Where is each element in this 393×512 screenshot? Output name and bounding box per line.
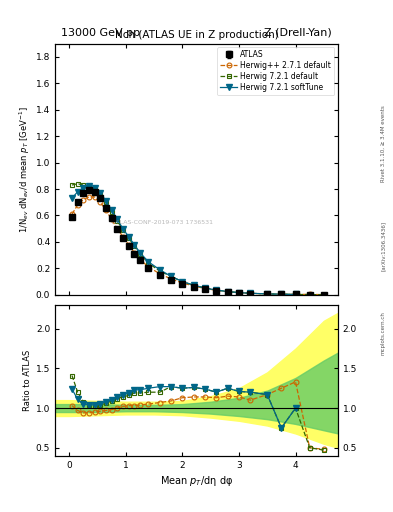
Herwig 7.2.1 default bbox=[237, 289, 241, 295]
Herwig 7.2.1 softTune bbox=[121, 226, 125, 232]
Herwig++ 2.7.1 default bbox=[225, 289, 230, 295]
Herwig 7.2.1 default bbox=[81, 182, 86, 188]
Herwig++ 2.7.1 default bbox=[214, 287, 219, 293]
Herwig 7.2.1 softTune bbox=[81, 185, 86, 191]
Herwig 7.2.1 softTune bbox=[237, 289, 241, 295]
Herwig 7.2.1 softTune bbox=[157, 267, 162, 273]
Herwig++ 2.7.1 default bbox=[265, 291, 270, 297]
Herwig++ 2.7.1 default bbox=[191, 283, 196, 289]
Herwig++ 2.7.1 default bbox=[81, 197, 86, 203]
Herwig 7.2.1 default bbox=[180, 279, 185, 285]
Herwig++ 2.7.1 default bbox=[237, 290, 241, 296]
Herwig++ 2.7.1 default bbox=[169, 276, 173, 282]
Herwig 7.2.1 default bbox=[321, 292, 326, 298]
Herwig++ 2.7.1 default bbox=[115, 226, 119, 232]
Line: Herwig 7.2.1 softTune: Herwig 7.2.1 softTune bbox=[69, 184, 298, 297]
Herwig 7.2.1 default bbox=[146, 260, 151, 266]
Herwig 7.2.1 softTune bbox=[248, 290, 253, 296]
Herwig 7.2.1 default bbox=[98, 191, 103, 198]
Herwig 7.2.1 default bbox=[92, 186, 97, 192]
Herwig 7.2.1 default bbox=[70, 182, 74, 188]
Herwig++ 2.7.1 default bbox=[321, 291, 326, 297]
Herwig 7.2.1 default bbox=[121, 227, 125, 233]
Herwig 7.2.1 softTune bbox=[265, 291, 270, 297]
Text: mcplots.cern.ch: mcplots.cern.ch bbox=[381, 311, 386, 355]
Herwig 7.2.1 softTune bbox=[104, 198, 108, 204]
Herwig 7.2.1 default bbox=[115, 218, 119, 224]
Herwig 7.2.1 default bbox=[214, 287, 219, 293]
Herwig 7.2.1 softTune bbox=[126, 233, 131, 240]
Herwig++ 2.7.1 default bbox=[138, 256, 142, 262]
Herwig++ 2.7.1 default bbox=[86, 194, 91, 200]
Herwig++ 2.7.1 default bbox=[126, 242, 131, 248]
Line: Herwig 7.2.1 default: Herwig 7.2.1 default bbox=[70, 181, 326, 297]
Herwig 7.2.1 softTune bbox=[293, 291, 298, 297]
Herwig 7.2.1 softTune bbox=[214, 287, 219, 293]
Herwig 7.2.1 softTune bbox=[86, 183, 91, 189]
Herwig++ 2.7.1 default bbox=[157, 271, 162, 277]
Herwig 7.2.1 default bbox=[109, 208, 114, 215]
Herwig 7.2.1 default bbox=[157, 268, 162, 274]
Herwig++ 2.7.1 default bbox=[293, 291, 298, 297]
Herwig 7.2.1 default bbox=[191, 282, 196, 288]
Text: Rivet 3.1.10, ≥ 3.4M events: Rivet 3.1.10, ≥ 3.4M events bbox=[381, 105, 386, 182]
Herwig++ 2.7.1 default bbox=[121, 233, 125, 240]
Herwig 7.2.1 softTune bbox=[146, 259, 151, 265]
Herwig 7.2.1 softTune bbox=[169, 273, 173, 280]
Herwig++ 2.7.1 default bbox=[146, 264, 151, 270]
Herwig++ 2.7.1 default bbox=[279, 291, 284, 297]
Herwig 7.2.1 default bbox=[225, 288, 230, 294]
Herwig++ 2.7.1 default bbox=[98, 199, 103, 205]
Herwig++ 2.7.1 default bbox=[180, 280, 185, 286]
Herwig++ 2.7.1 default bbox=[307, 291, 312, 297]
Herwig++ 2.7.1 default bbox=[75, 202, 80, 208]
Herwig 7.2.1 default bbox=[138, 251, 142, 257]
Y-axis label: 1/N$_{ev}$ dN$_{ev}$/d mean $p_T$ [GeV$^{-1}$]: 1/N$_{ev}$ dN$_{ev}$/d mean $p_T$ [GeV$^… bbox=[17, 106, 31, 232]
Herwig++ 2.7.1 default bbox=[70, 211, 74, 217]
Herwig 7.2.1 softTune bbox=[138, 249, 142, 255]
Herwig 7.2.1 softTune bbox=[203, 285, 208, 291]
Herwig 7.2.1 softTune bbox=[191, 282, 196, 288]
Line: Herwig++ 2.7.1 default: Herwig++ 2.7.1 default bbox=[70, 195, 326, 297]
Herwig 7.2.1 default bbox=[169, 273, 173, 280]
Herwig 7.2.1 default bbox=[126, 235, 131, 241]
Herwig++ 2.7.1 default bbox=[132, 249, 137, 255]
Herwig 7.2.1 softTune bbox=[70, 195, 74, 201]
Herwig 7.2.1 softTune bbox=[75, 188, 80, 195]
Herwig++ 2.7.1 default bbox=[248, 290, 253, 296]
Herwig 7.2.1 softTune bbox=[92, 185, 97, 191]
Text: ATLAS-CONF-2019-073 1736531: ATLAS-CONF-2019-073 1736531 bbox=[112, 221, 213, 225]
Herwig 7.2.1 default bbox=[75, 181, 80, 187]
Herwig 7.2.1 softTune bbox=[180, 279, 185, 285]
Herwig 7.2.1 default bbox=[203, 285, 208, 291]
Herwig 7.2.1 default bbox=[248, 290, 253, 296]
Herwig 7.2.1 default bbox=[132, 243, 137, 249]
Y-axis label: Ratio to ATLAS: Ratio to ATLAS bbox=[23, 350, 31, 411]
Text: 13000 GeV pp: 13000 GeV pp bbox=[61, 28, 140, 38]
Text: [arXiv:1306.3436]: [arXiv:1306.3436] bbox=[381, 221, 386, 271]
Herwig++ 2.7.1 default bbox=[92, 194, 97, 200]
X-axis label: Mean $p_T$/dη dφ: Mean $p_T$/dη dφ bbox=[160, 474, 233, 488]
Herwig 7.2.1 softTune bbox=[115, 217, 119, 223]
Herwig 7.2.1 default bbox=[307, 291, 312, 297]
Text: Z (Drell-Yan): Z (Drell-Yan) bbox=[264, 28, 332, 38]
Herwig 7.2.1 default bbox=[279, 291, 284, 297]
Title: Nch (ATLAS UE in Z production): Nch (ATLAS UE in Z production) bbox=[115, 30, 278, 40]
Herwig 7.2.1 default bbox=[104, 199, 108, 205]
Herwig 7.2.1 default bbox=[265, 291, 270, 297]
Herwig 7.2.1 softTune bbox=[132, 242, 137, 248]
Herwig 7.2.1 softTune bbox=[225, 288, 230, 294]
Legend: ATLAS, Herwig++ 2.7.1 default, Herwig 7.2.1 default, Herwig 7.2.1 softTune: ATLAS, Herwig++ 2.7.1 default, Herwig 7.… bbox=[217, 47, 334, 95]
Herwig++ 2.7.1 default bbox=[109, 217, 114, 223]
Herwig++ 2.7.1 default bbox=[104, 207, 108, 214]
Herwig 7.2.1 default bbox=[293, 291, 298, 297]
Herwig 7.2.1 softTune bbox=[109, 207, 114, 214]
Herwig 7.2.1 default bbox=[86, 183, 91, 189]
Herwig 7.2.1 softTune bbox=[98, 190, 103, 196]
Herwig 7.2.1 softTune bbox=[279, 291, 284, 297]
Herwig++ 2.7.1 default bbox=[203, 285, 208, 291]
